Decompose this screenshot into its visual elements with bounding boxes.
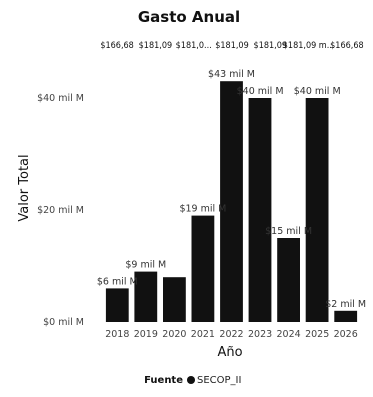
data-label-2022: $43 mil M: [208, 69, 255, 80]
legend-marker[interactable]: [187, 376, 195, 384]
bar-2019[interactable]: [134, 271, 158, 322]
x-tick-label-2020: 2020: [162, 329, 186, 340]
x-tick-label-2019: 2019: [134, 329, 158, 340]
legend-entry[interactable]: SECOP_II: [197, 375, 241, 386]
bar-2018[interactable]: [105, 288, 129, 322]
top-label: $181,09: [254, 41, 287, 51]
legend-title: Fuente: [144, 375, 183, 386]
x-axis-title: Año: [217, 345, 242, 360]
bar-2020[interactable]: [163, 277, 186, 322]
top-label: $181,09: [139, 41, 172, 51]
legend: Fuente SECOP_II: [144, 375, 241, 386]
data-label-2018: $6 mil M: [97, 276, 138, 287]
bar-2024[interactable]: [277, 238, 300, 322]
top-label: $181,0...: [176, 41, 212, 51]
chart-title: Gasto Anual: [138, 8, 240, 26]
data-label-2025: $40 mil M: [294, 86, 341, 97]
x-tick-label-2025: 2025: [305, 329, 329, 340]
data-label-2019: $9 mil M: [125, 260, 166, 271]
x-tick-label-2018: 2018: [105, 329, 129, 340]
top-label: $166,68: [100, 41, 133, 51]
y-tick-label: $0 mil M: [43, 317, 84, 328]
top-label: $166,68: [330, 41, 363, 51]
y-tick-label: $40 mil M: [37, 93, 84, 104]
data-label-2021: $19 mil M: [179, 204, 226, 215]
x-tick-label-2022: 2022: [219, 329, 243, 340]
top-label: $181,09 m...: [283, 41, 335, 51]
data-label-2023: $40 mil M: [237, 86, 284, 97]
x-tick-label-2023: 2023: [248, 329, 272, 340]
bar-series: [105, 81, 358, 322]
bar-2022[interactable]: [220, 81, 243, 322]
data-labels: $6 mil M $9 mil M $19 mil M $43 mil M $40 mi…: [97, 69, 366, 310]
x-axis-ticks: 2018 2019 2020 2021 2022 2023 2024 2025 2026: [105, 329, 358, 340]
top-label: $181,09: [215, 41, 248, 51]
y-axis-title: Valor Total: [17, 154, 32, 221]
x-tick-label-2021: 2021: [191, 329, 215, 340]
x-tick-label-2026: 2026: [334, 329, 358, 340]
data-label-2026: $2 mil M: [325, 299, 366, 310]
bar-2026[interactable]: [334, 310, 358, 322]
bar-2025[interactable]: [305, 98, 329, 322]
bar-2023[interactable]: [248, 98, 272, 322]
y-axis-ticks: $0 mil M $20 mil M $40 mil M: [37, 93, 84, 328]
data-label-2024: $15 mil M: [265, 226, 312, 237]
y-tick-label: $20 mil M: [37, 205, 84, 216]
top-label-row: $166,68 $181,09 $181,0... $181,09 $181,09$18…: [100, 41, 363, 51]
bar-2021[interactable]: [191, 215, 215, 322]
x-tick-label-2024: 2024: [277, 329, 301, 340]
